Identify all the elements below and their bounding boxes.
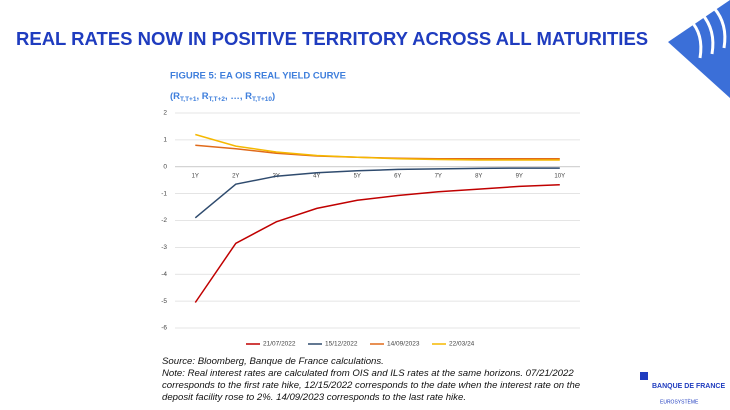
subtitle-part: ): [272, 91, 275, 102]
x-tick-label: 1Y: [192, 173, 199, 179]
y-tick-label: -1: [161, 190, 167, 197]
y-tick-label: 1: [163, 137, 167, 144]
logo-mark: [640, 372, 648, 380]
y-tick-label: -5: [161, 298, 167, 305]
note: Note: Real interest rates are calculated…: [162, 368, 581, 403]
decor-lines: [688, 7, 727, 59]
series-line: [194, 184, 560, 303]
x-tick-label: 7Y: [435, 173, 442, 179]
subtitle-part: (R: [170, 91, 180, 102]
x-tick-label: 6Y: [394, 173, 401, 179]
y-tick-label: -6: [161, 325, 167, 332]
x-tick-label: 8Y: [475, 173, 482, 179]
series-line: [194, 167, 560, 219]
decor-shape: [668, 0, 730, 98]
logo-name: BANQUE DE FRANCE: [652, 383, 725, 390]
legend-label: 22/03/24: [449, 341, 475, 348]
notes: Source: Bloomberg, Banque de France calc…: [162, 356, 587, 404]
y-tick-label: -4: [161, 271, 167, 278]
x-tick-label: 4Y: [313, 173, 320, 179]
chart-title: FIGURE 5: EA OIS REAL YIELD CURVE: [170, 71, 346, 82]
subtitle-part: T,T+1: [180, 96, 197, 103]
series-line: [195, 144, 560, 160]
series-line: [195, 133, 560, 161]
legend-label: 21/07/2022: [263, 341, 296, 348]
slide-title: REAL RATES NOW IN POSITIVE TERRITORY ACR…: [16, 28, 648, 49]
source: Source: Bloomberg, Banque de France calc…: [162, 356, 384, 367]
subtitle-part: , R: [196, 91, 208, 102]
y-tick-label: -2: [161, 217, 167, 224]
y-tick-label: -3: [161, 244, 167, 251]
chart-subtitle: (RT,T+1, RT,T+2, …, RT,T+10): [170, 91, 275, 103]
legend-label: 14/09/2023: [387, 341, 420, 348]
x-tick-label: 5Y: [354, 173, 361, 179]
subtitle-part: T,T+10: [252, 96, 272, 103]
x-tick-label: 9Y: [516, 173, 523, 179]
logo-sub: EUROSYSTÈME: [660, 398, 699, 405]
subtitle-part: , …, R: [225, 91, 252, 102]
subtitle-part: T,T+2: [209, 96, 226, 103]
x-tick-label: 2Y: [232, 173, 239, 179]
y-tick-label: 0: [163, 163, 167, 170]
legend-label: 15/12/2022: [325, 341, 358, 348]
y-tick-label: 2: [163, 110, 167, 117]
x-tick-label: 10Y: [554, 173, 565, 179]
